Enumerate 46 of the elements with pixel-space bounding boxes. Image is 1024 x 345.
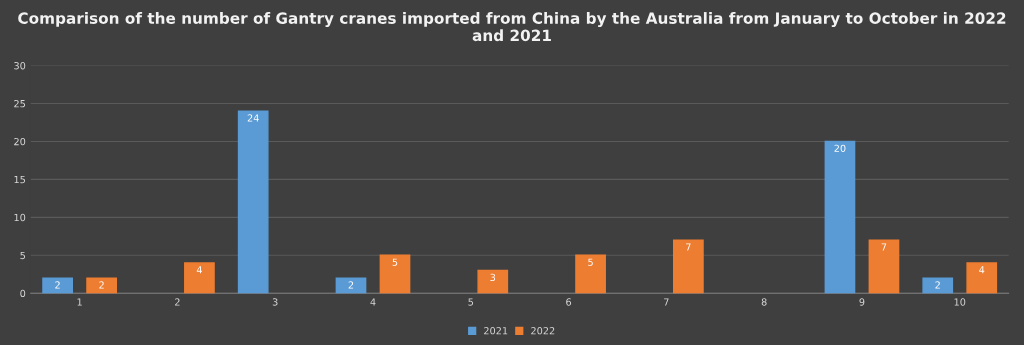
data-label: 4 xyxy=(979,266,985,274)
bar xyxy=(184,262,215,294)
legend-label: 2022 xyxy=(531,327,555,335)
x-tick-label: 6 xyxy=(566,298,572,306)
data-label: 7 xyxy=(881,243,887,251)
bar xyxy=(824,140,856,294)
bar xyxy=(379,254,411,294)
data-label: 2 xyxy=(99,281,104,289)
x-tick-label: 1 xyxy=(77,298,82,306)
bar xyxy=(868,239,900,294)
y-tick-label: 10 xyxy=(14,213,26,222)
data-label: 5 xyxy=(392,258,398,266)
data-label: 20 xyxy=(834,144,846,153)
bar xyxy=(477,269,509,294)
data-label: 5 xyxy=(588,258,593,266)
legend-label: 2021 xyxy=(484,327,508,335)
x-tick-label: 10 xyxy=(954,298,966,306)
bar xyxy=(237,110,269,294)
data-label: 24 xyxy=(247,114,259,122)
y-tick-label: 5 xyxy=(20,251,26,260)
x-tick-label: 3 xyxy=(272,298,278,306)
data-label: 2 xyxy=(348,281,354,289)
y-tick-label: 25 xyxy=(14,99,26,108)
bar xyxy=(922,277,954,294)
bar xyxy=(575,254,606,294)
x-tick-label: 4 xyxy=(370,298,376,306)
data-label: 2 xyxy=(935,281,940,289)
y-tick-label: 15 xyxy=(14,176,26,184)
chart-title: Comparison of the number of Gantry cranes imported from China by the Australia from January to October in 2022 and 2021 xyxy=(18,12,1006,42)
bar xyxy=(335,277,367,294)
y-tick-label: 20 xyxy=(14,137,26,146)
x-tick-label: 5 xyxy=(468,298,474,306)
data-label: 2 xyxy=(55,281,60,289)
data-label: 3 xyxy=(490,273,496,282)
bar xyxy=(42,277,73,294)
data-label: 4 xyxy=(196,266,202,274)
x-tick-label: 8 xyxy=(761,298,767,306)
y-tick-label: 0 xyxy=(20,289,26,298)
y-tick-label: 30 xyxy=(14,62,26,70)
bar xyxy=(673,239,704,294)
x-tick-label: 2 xyxy=(175,298,180,306)
data-label: 7 xyxy=(686,243,691,251)
x-tick-label: 7 xyxy=(664,298,669,306)
bar xyxy=(86,277,117,294)
bar xyxy=(966,262,998,294)
x-tick-label: 9 xyxy=(859,298,865,306)
